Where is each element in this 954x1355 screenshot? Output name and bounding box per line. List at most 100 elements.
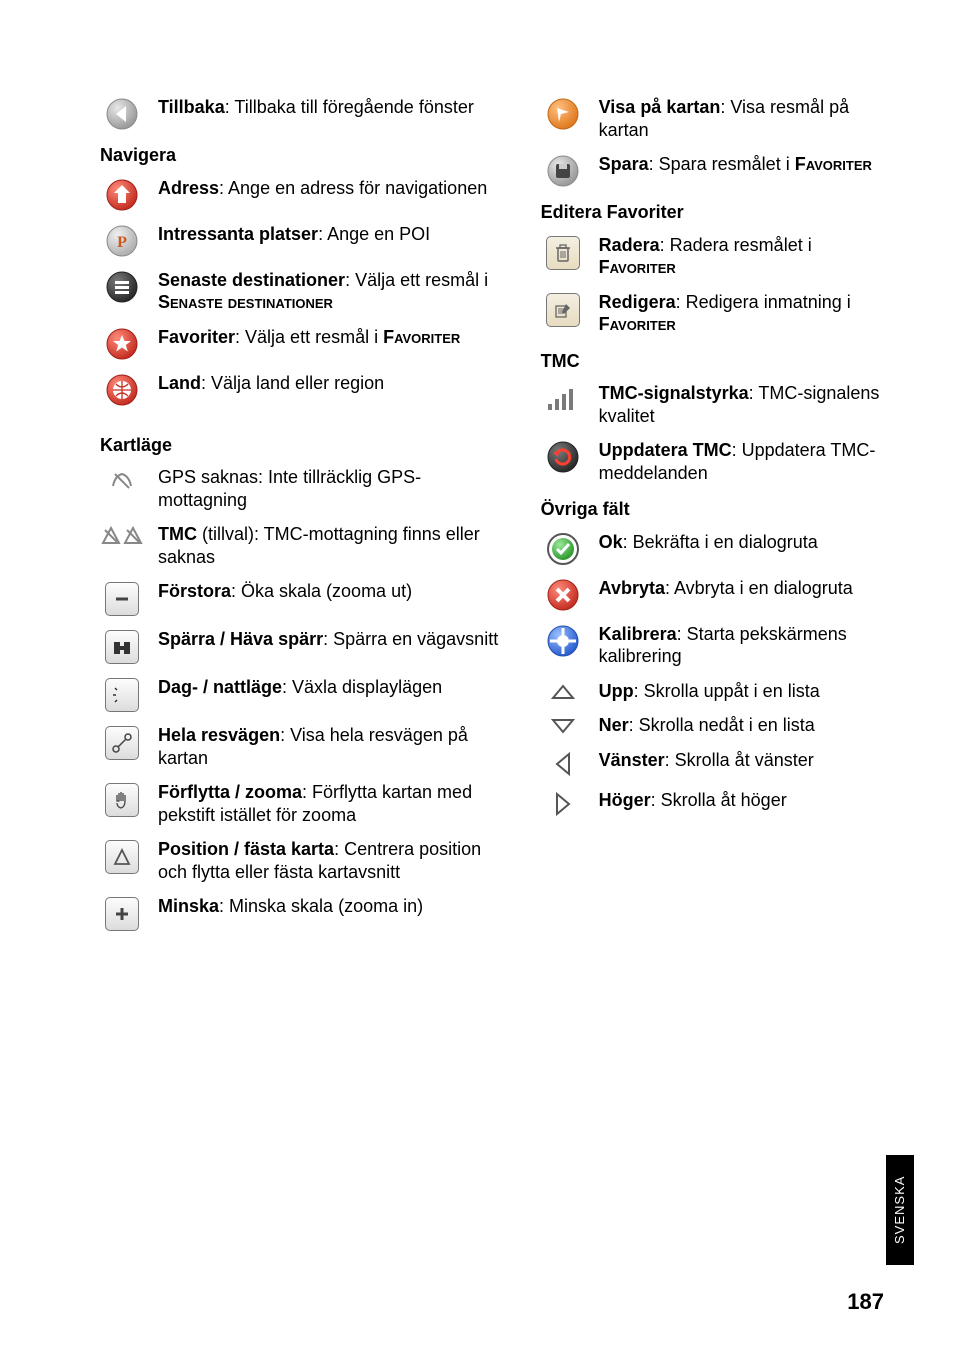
text-poi: Intressanta platser: Ange en POI xyxy=(158,223,501,246)
label: Kalibrera xyxy=(599,624,677,644)
text-position: Position / fästa karta: Centrera positio… xyxy=(158,838,501,883)
desc: : Växla displaylägen xyxy=(282,677,442,697)
row-forstora: Förstora: Öka skala (zooma ut) xyxy=(100,580,501,616)
left-column: Tillbaka: Tillbaka till föregående fönst… xyxy=(100,90,501,943)
row-adress: Adress: Ange en adress för navigationen xyxy=(100,177,501,211)
row-dagnatt: Dag- / nattläge: Växla displaylägen xyxy=(100,676,501,712)
right-icon xyxy=(541,789,585,817)
label: Tillbaka xyxy=(158,97,225,117)
desc-sc: Senaste destinationer xyxy=(158,292,333,312)
text-helares: Hela resvägen: Visa hela resvägen på kar… xyxy=(158,724,501,769)
label: Upp xyxy=(599,681,634,701)
text-dagnatt: Dag- / nattläge: Växla displaylägen xyxy=(158,676,501,699)
desc: : Tillbaka till föregående fönster xyxy=(225,97,474,117)
label: Radera xyxy=(599,235,660,255)
label: Vänster xyxy=(599,750,665,770)
row-hoger: Höger: Skrolla åt höger xyxy=(541,789,884,817)
row-senaste: Senaste destinationer: Välja ett resmål … xyxy=(100,269,501,314)
back-icon xyxy=(100,96,144,130)
desc-sc: Favoriter xyxy=(599,314,676,334)
label: Position / fästa karta xyxy=(158,839,334,859)
row-sparra: Spärra / Häva spärr: Spärra en vägavsnit… xyxy=(100,628,501,664)
row-tillbaka: Tillbaka: Tillbaka till föregående fönst… xyxy=(100,96,501,130)
zoom-out-icon xyxy=(100,580,144,616)
section-navigera: Navigera xyxy=(100,144,501,167)
address-icon xyxy=(100,177,144,211)
desc: : Minska skala (zooma in) xyxy=(219,896,423,916)
label: Hela resvägen xyxy=(158,725,280,745)
text-ner: Ner: Skrolla nedåt i en lista xyxy=(599,714,884,737)
desc: : Skrolla uppåt i en lista xyxy=(634,681,820,701)
row-radera: Radera: Radera resmålet i Favoriter xyxy=(541,234,884,279)
row-forflytta: Förflytta / zooma: Förflytta kartan med … xyxy=(100,781,501,826)
desc-pre: : Spara resmålet i xyxy=(649,154,795,174)
desc: : Skrolla åt vänster xyxy=(665,750,814,770)
text-upp: Upp: Skrolla uppåt i en lista xyxy=(599,680,884,703)
text-gps: GPS saknas: Inte tillräcklig GPS-mottagn… xyxy=(158,466,501,511)
row-minska: Minska: Minska skala (zooma in) xyxy=(100,895,501,931)
section-ovriga: Övriga fält xyxy=(541,498,884,521)
text-ok: Ok: Bekräfta i en dialogruta xyxy=(599,531,884,554)
tmc-icons xyxy=(100,523,144,547)
favorites-icon xyxy=(100,326,144,360)
edit-icon xyxy=(541,291,585,327)
desc: : Skrolla åt höger xyxy=(651,790,787,810)
ok-icon xyxy=(541,531,585,565)
recent-icon xyxy=(100,269,144,303)
label: Land xyxy=(158,373,201,393)
page: Tillbaka: Tillbaka till föregående fönst… xyxy=(0,0,954,1355)
row-ok: Ok: Bekräfta i en dialogruta xyxy=(541,531,884,565)
label: Redigera xyxy=(599,292,676,312)
row-visa: Visa på kartan: Visa resmål på kartan xyxy=(541,96,884,141)
desc: : Skrolla nedåt i en lista xyxy=(629,715,815,735)
signal-icon xyxy=(541,382,585,412)
row-land: Land: Välja land eller region xyxy=(100,372,501,406)
label: Senaste destinationer xyxy=(158,270,345,290)
zoom-in-icon xyxy=(100,895,144,931)
row-vanster: Vänster: Skrolla åt vänster xyxy=(541,749,884,777)
desc-pre: : Välja ett resmål i xyxy=(235,327,383,347)
row-spara: Spara: Spara resmålet i Favoriter xyxy=(541,153,884,187)
pan-icon xyxy=(100,781,144,817)
down-icon xyxy=(541,714,585,736)
desc: : Välja land eller region xyxy=(201,373,384,393)
refresh-icon xyxy=(541,439,585,473)
label: Höger xyxy=(599,790,651,810)
left-icon xyxy=(541,749,585,777)
text-avbryta: Avbryta: Avbryta i en dialogruta xyxy=(599,577,884,600)
text-redigera: Redigera: Redigera inmatning i Favoriter xyxy=(599,291,884,336)
text-sparra: Spärra / Häva spärr: Spärra en vägavsnit… xyxy=(158,628,501,651)
text-radera: Radera: Radera resmålet i Favoriter xyxy=(599,234,884,279)
label: TMC-signalstyrka xyxy=(599,383,749,403)
row-tmcsig: TMC-signalstyrka: TMC-signalens kvalitet xyxy=(541,382,884,427)
text-visa: Visa på kartan: Visa resmål på kartan xyxy=(599,96,884,141)
text-land: Land: Välja land eller region xyxy=(158,372,501,395)
label: Visa på kartan xyxy=(599,97,721,117)
label: Spärra / Häva spärr xyxy=(158,629,323,649)
desc: GPS saknas: Inte tillräcklig GPS-mottagn… xyxy=(158,467,421,510)
desc: : Avbryta i en dialogruta xyxy=(665,578,853,598)
text-vanster: Vänster: Skrolla åt vänster xyxy=(599,749,884,772)
label: Spara xyxy=(599,154,649,174)
row-avbryta: Avbryta: Avbryta i en dialogruta xyxy=(541,577,884,611)
desc-pre: : Redigera inmatning i xyxy=(676,292,851,312)
two-column-layout: Tillbaka: Tillbaka till föregående fönst… xyxy=(100,90,884,943)
row-favoriter: Favoriter: Välja ett resmål i Favoriter xyxy=(100,326,501,360)
label: Ner xyxy=(599,715,629,735)
desc-sc: Favoriter xyxy=(795,154,872,174)
desc: : Ange en POI xyxy=(318,224,430,244)
text-forflytta: Förflytta / zooma: Förflytta kartan med … xyxy=(158,781,501,826)
delete-icon xyxy=(541,234,585,270)
desc-sc: Favoriter xyxy=(383,327,460,347)
label: Ok xyxy=(599,532,623,552)
desc-pre: : Välja ett resmål i xyxy=(345,270,488,290)
desc-sc: Favoriter xyxy=(599,257,676,277)
label: Förflytta / zooma xyxy=(158,782,302,802)
row-poi: P Intressanta platser: Ange en POI xyxy=(100,223,501,257)
block-icon xyxy=(100,628,144,664)
section-tmc: TMC xyxy=(541,350,884,373)
row-kalibrera: Kalibrera: Starta pekskärmens kalibrerin… xyxy=(541,623,884,668)
desc: : Bekräfta i en dialogruta xyxy=(623,532,818,552)
row-gps: GPS saknas: Inte tillräcklig GPS-mottagn… xyxy=(100,466,501,511)
label: Favoriter xyxy=(158,327,235,347)
